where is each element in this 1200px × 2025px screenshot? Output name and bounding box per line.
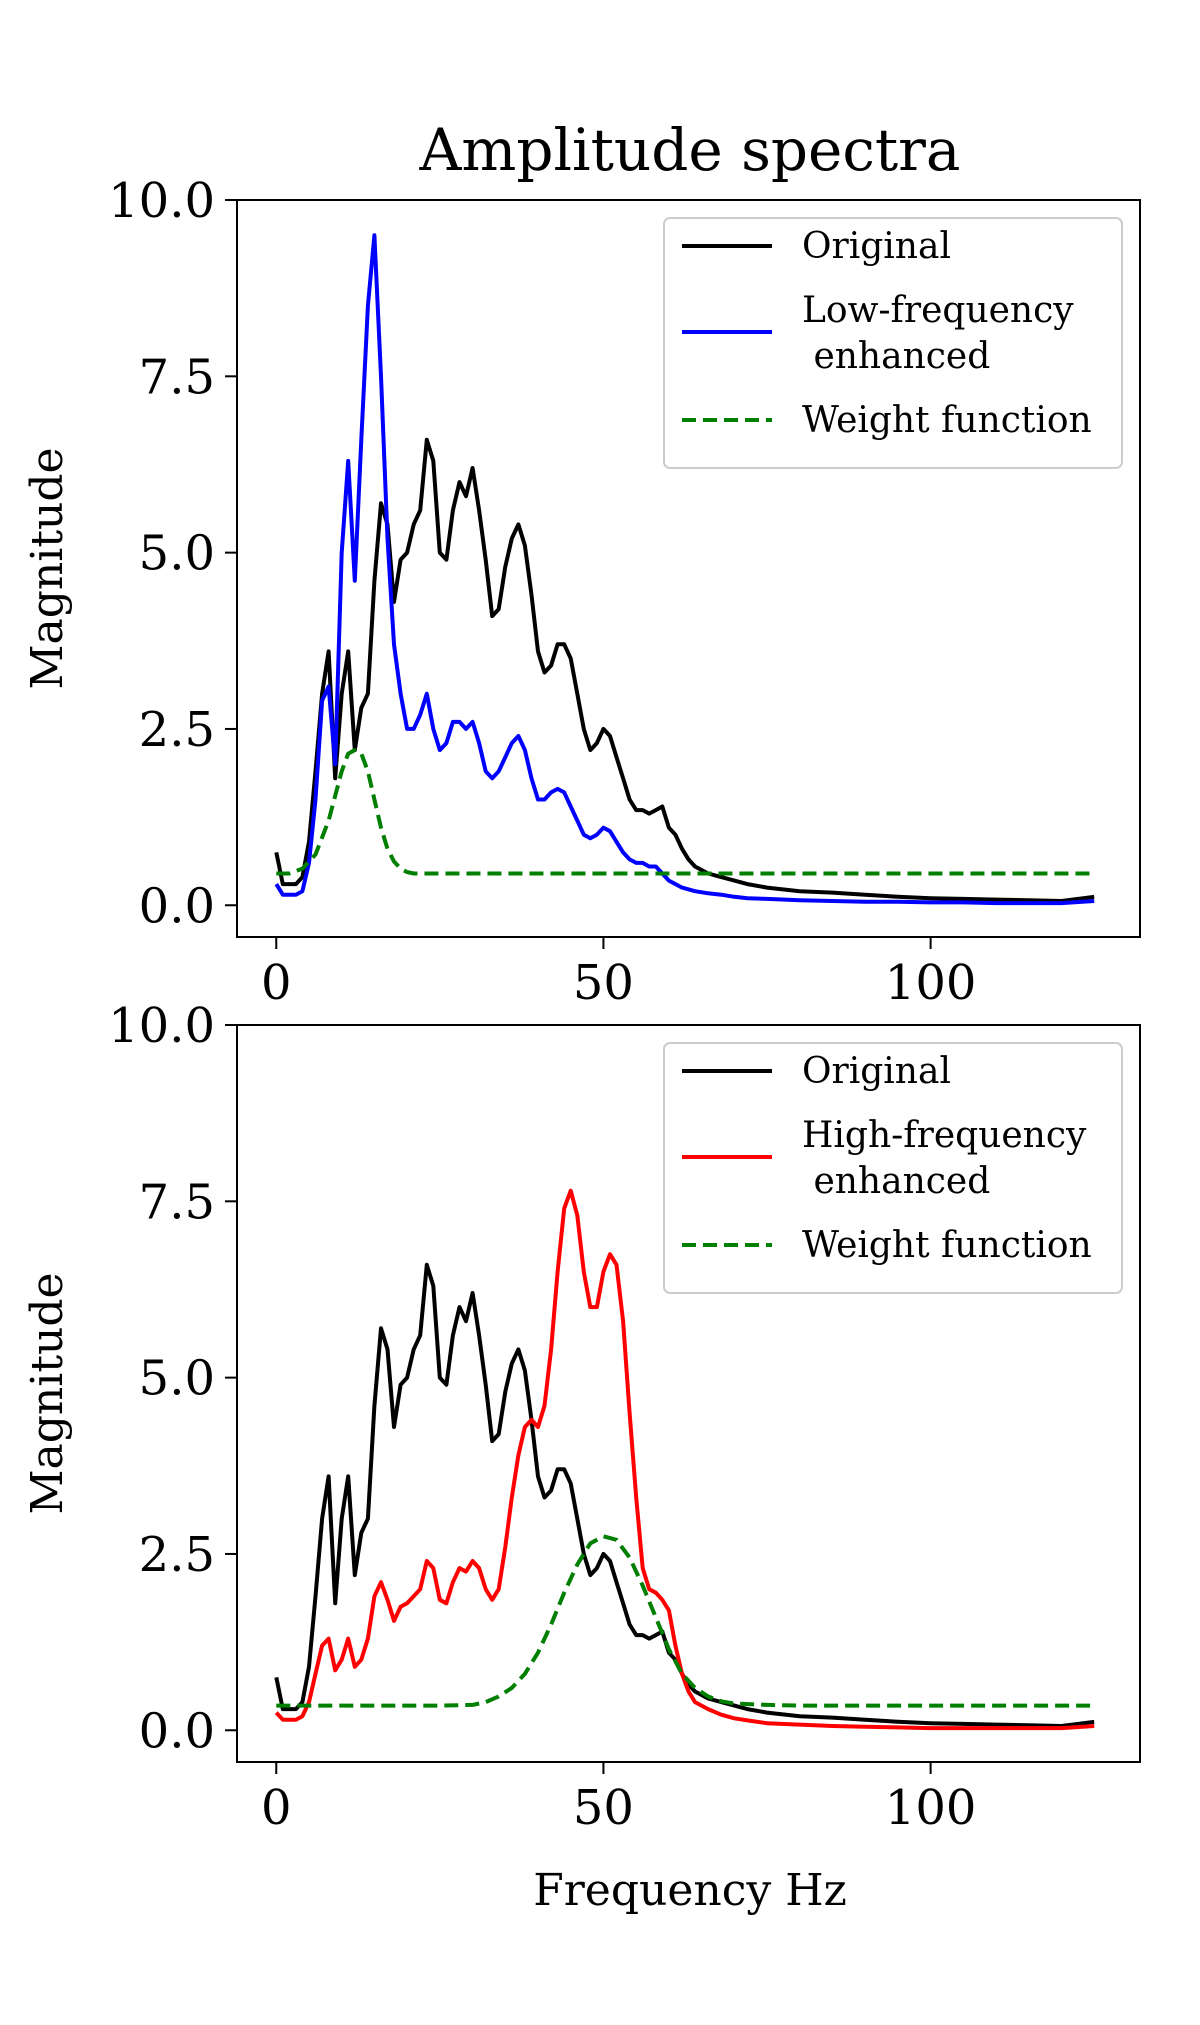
legend: Original Low-frequency enhanced Weight fun… xyxy=(663,217,1123,469)
y-tick-label: 10.0 xyxy=(108,173,215,229)
y-tick-label: 2.5 xyxy=(139,1527,215,1583)
x-tick-label: 100 xyxy=(885,955,977,1011)
plot-frame xyxy=(236,1024,1141,1763)
panel-high-frequency: 0 50 100 0.0 2.5 5.0 7.5 10.0 Magnitude Original H… xyxy=(22,998,1141,1836)
legend: Original High-frequency enhanced Weight fu… xyxy=(663,1042,1123,1294)
y-tick-label: 7.5 xyxy=(139,1174,215,1230)
series-line-weight-function xyxy=(276,748,1095,876)
legend-box xyxy=(663,1042,1123,1294)
legend-label: Weight function xyxy=(802,400,1092,441)
y-axis-label: Magnitude xyxy=(22,1272,73,1514)
y-tick-label: 10.0 xyxy=(108,998,215,1054)
series-line-low-frequency xyxy=(274,233,1095,906)
y-tick-label: 0.0 xyxy=(139,1703,215,1759)
plot-frame xyxy=(236,199,1141,938)
legend-label: Low-frequency enhanced xyxy=(802,290,1074,377)
legend-label: Original xyxy=(802,1051,951,1092)
panel-low-frequency: 0 50 100 0.0 2.5 5.0 7.5 10.0 Magnitude Original L… xyxy=(22,173,1141,1011)
x-tick-label: 50 xyxy=(573,1780,634,1836)
y-axis-label: Magnitude xyxy=(22,447,73,689)
legend-label: Original xyxy=(802,226,951,267)
series-line-original xyxy=(274,1262,1095,1728)
y-tick-label: 5.0 xyxy=(139,1351,215,1407)
x-tick-label: 0 xyxy=(261,955,292,1011)
y-tick-label: 5.0 xyxy=(139,526,215,582)
x-axis-label: Frequency Hz xyxy=(533,1865,847,1916)
chart-title: Amplitude spectra xyxy=(419,116,961,184)
legend-box xyxy=(663,217,1123,469)
legend-label: Weight function xyxy=(802,1225,1092,1266)
x-tick-label: 0 xyxy=(261,1780,292,1836)
series-line-weight-function xyxy=(276,1534,1095,1708)
y-tick-label: 7.5 xyxy=(139,349,215,405)
x-tick-label: 100 xyxy=(885,1780,977,1836)
y-tick-label: 2.5 xyxy=(139,702,215,758)
legend-label: High-frequency enhanced xyxy=(802,1115,1087,1202)
x-tick-label: 50 xyxy=(573,955,634,1011)
series-line-high-frequency xyxy=(274,1188,1095,1731)
y-tick-label: 0.0 xyxy=(139,878,215,934)
series-line-original xyxy=(274,437,1095,903)
